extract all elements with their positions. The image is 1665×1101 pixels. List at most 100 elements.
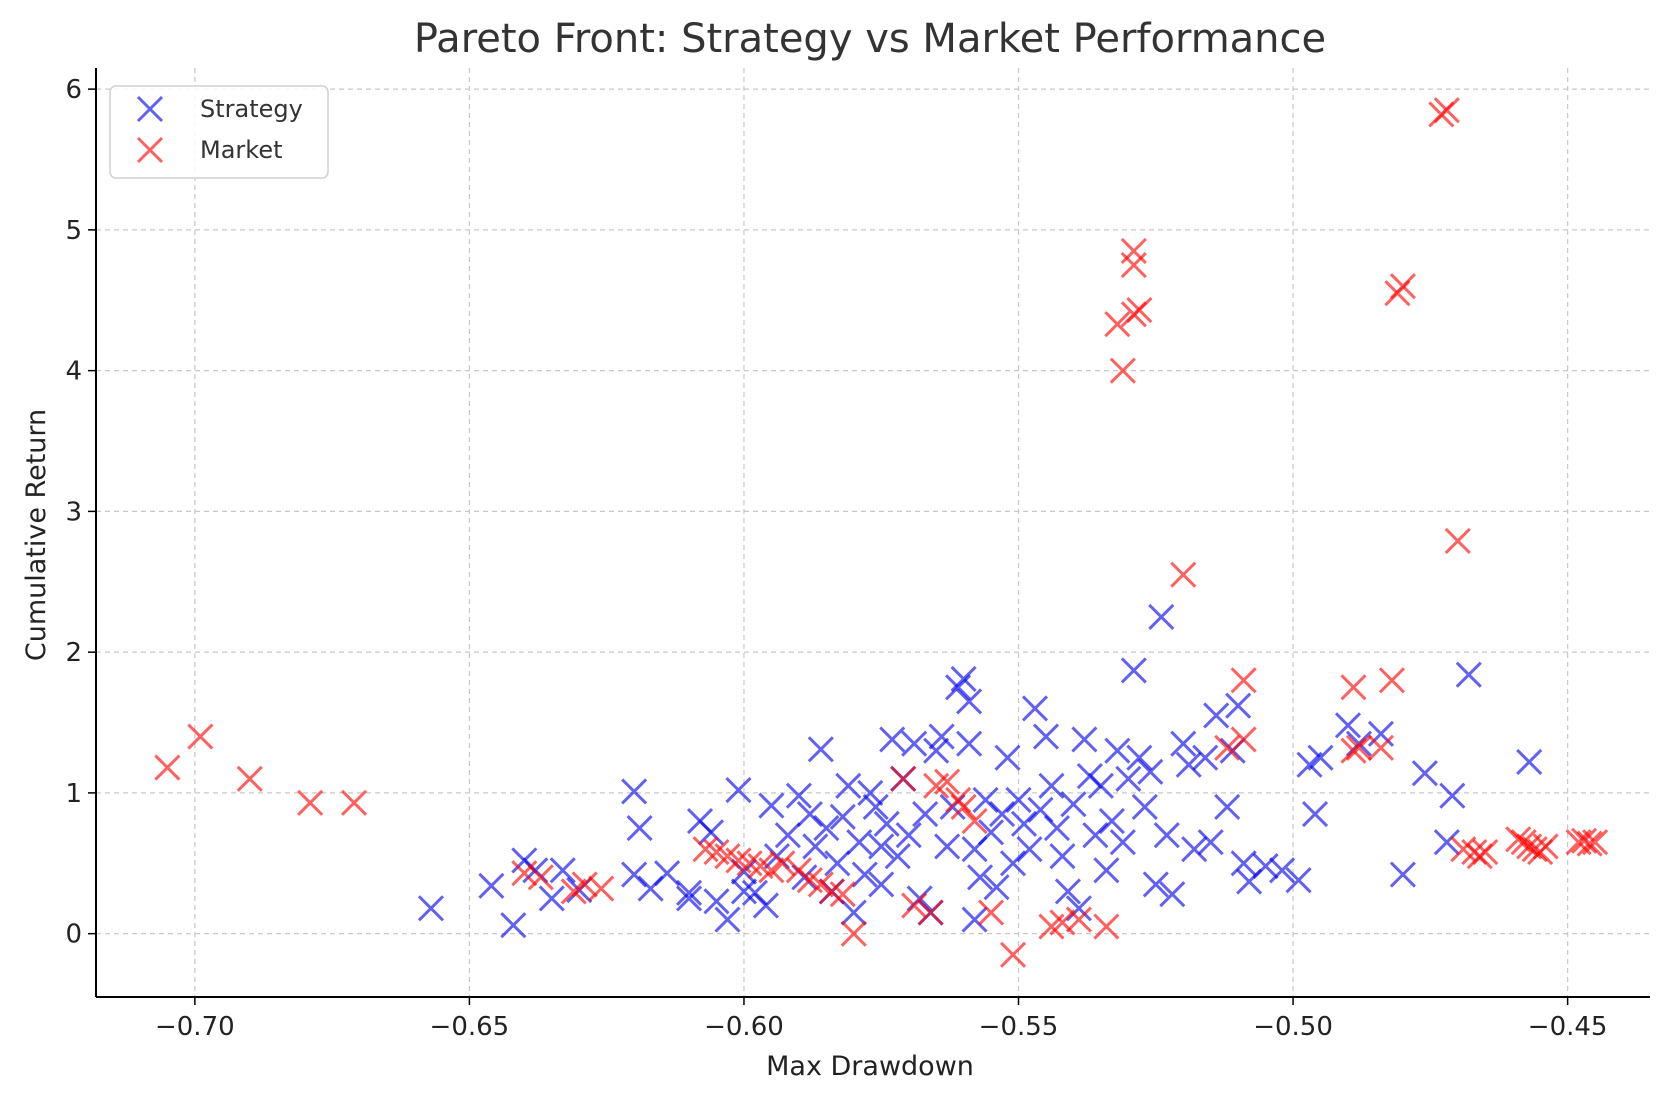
strategy-point [785, 782, 812, 809]
strategy-point [846, 829, 873, 856]
market-point [1433, 97, 1460, 124]
strategy-point [1087, 772, 1114, 799]
strategy-point [945, 674, 972, 701]
market-point [1389, 273, 1416, 300]
strategy-point [1104, 737, 1131, 764]
y-tick-label: 1 [65, 779, 82, 809]
x-axis-title: Max Drawdown [766, 1051, 974, 1082]
axes [95, 68, 1650, 998]
strategy-point [807, 736, 834, 763]
market-point [1444, 527, 1471, 555]
x-tick-label: −0.70 [155, 1012, 235, 1042]
strategy-point [1005, 786, 1032, 813]
y-tick-label: 0 [65, 920, 82, 950]
strategy-point [835, 772, 862, 799]
strategy-point [714, 906, 741, 933]
strategy-point [934, 833, 961, 860]
strategy-point [758, 792, 785, 819]
market-point [511, 860, 538, 887]
strategy-point [879, 726, 906, 753]
strategy-point [1016, 836, 1043, 863]
series-strategy [417, 603, 1543, 939]
strategy-point [1153, 822, 1180, 849]
market-point [187, 723, 214, 750]
strategy-point [1159, 881, 1186, 908]
strategy-point [1054, 878, 1082, 905]
strategy-point [1049, 843, 1076, 870]
market-point [1065, 906, 1092, 933]
legend-marker-strategy [136, 95, 164, 123]
market-point [1170, 561, 1197, 588]
strategy-point [857, 779, 884, 806]
y-axis-title: Cumulative Return [21, 409, 52, 661]
x-tick-label: −0.65 [430, 1012, 510, 1042]
strategy-point [967, 864, 994, 891]
market-point [1571, 827, 1598, 854]
strategy-point [1098, 807, 1125, 835]
market-point [1582, 829, 1609, 856]
strategy-point [1175, 751, 1202, 778]
market-point [1472, 838, 1499, 866]
market-point [950, 793, 977, 821]
market-point [999, 941, 1027, 968]
strategy-point [697, 819, 725, 846]
market-point [901, 892, 928, 919]
strategy-point [703, 888, 730, 915]
x-tick-label: −0.45 [1528, 1012, 1608, 1042]
market-point [154, 754, 181, 781]
strategy-point [478, 872, 505, 899]
market-point [977, 899, 1005, 926]
strategy-point [912, 800, 939, 828]
strategy-point [1307, 744, 1334, 771]
market-point [829, 881, 856, 908]
strategy-point [1010, 810, 1038, 837]
market-point [571, 871, 598, 898]
strategy-point [1192, 744, 1219, 771]
strategy-point [1032, 723, 1060, 750]
strategy-point [802, 833, 829, 860]
strategy-point [752, 892, 779, 919]
strategy-point [1038, 772, 1065, 799]
market-point [1521, 836, 1548, 863]
strategy-point [1230, 850, 1257, 877]
strategy-point [1197, 829, 1224, 856]
strategy-point [796, 800, 823, 828]
market-point [1367, 734, 1394, 761]
strategy-point [868, 833, 895, 860]
market-point [1340, 674, 1367, 701]
strategy-point [621, 861, 648, 888]
strategy-point [1389, 861, 1416, 888]
market-point [1576, 830, 1603, 857]
strategy-point [1021, 695, 1049, 722]
data-points [154, 97, 1609, 968]
market-point [1120, 252, 1147, 279]
market-point [1126, 297, 1153, 324]
strategy-point [1433, 829, 1460, 856]
market-point [934, 768, 961, 795]
legend-box [109, 85, 329, 179]
market-point [961, 807, 988, 835]
strategy-point [901, 730, 928, 757]
strategy-point [961, 906, 988, 933]
market-point [840, 920, 867, 947]
strategy-point [983, 874, 1010, 901]
strategy-point [675, 885, 703, 912]
market-point [341, 789, 368, 816]
strategy-point [950, 665, 977, 692]
strategy-point [500, 912, 527, 939]
strategy-point [1126, 744, 1153, 771]
market-point [1450, 836, 1477, 863]
strategy-point [1060, 791, 1087, 818]
x-tick-label: −0.55 [979, 1012, 1059, 1042]
strategy-point [994, 744, 1021, 771]
strategy-point [1043, 815, 1071, 842]
market-point [527, 864, 554, 891]
strategy-point [868, 871, 895, 898]
strategy-point [654, 860, 681, 887]
market-point [917, 899, 944, 926]
strategy-point [1269, 857, 1296, 884]
market-point [818, 878, 845, 905]
strategy-point [884, 843, 911, 870]
market-point [1049, 909, 1076, 936]
